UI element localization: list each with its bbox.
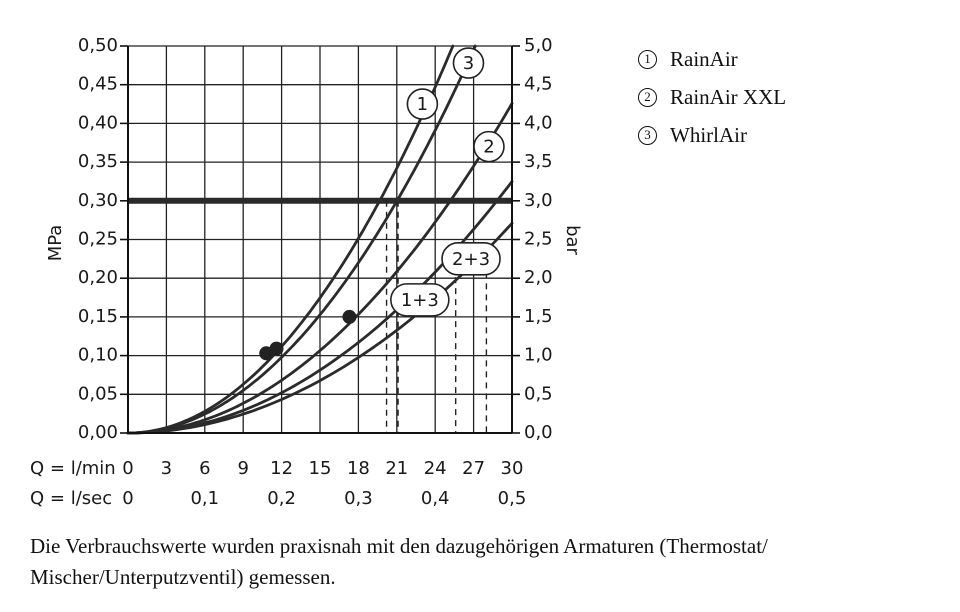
legend: 1 RainAir 2 RainAir XXL 3 WhirlAir [638,40,786,154]
curve-tag-label: 1+3 [401,290,439,311]
curve-tag-label: 1 [417,94,428,115]
y-right-tick-label: 3,0 [524,190,553,211]
data-point-marker [342,309,357,324]
y-right-tick-label: 5,0 [524,35,553,56]
series-line-2+3 [126,221,514,435]
x-lsec-tick-label: 0 [122,488,133,509]
x-lmin-tick-label: 0 [122,458,133,479]
curve-tag-badge [452,47,485,79]
y-axis-left-label: MPa [45,225,66,262]
footnote: Die Verbrauchswerte wurden praxisnah mit… [30,534,768,589]
x-lsec-tick-label: 0,4 [421,488,450,509]
curve-tag-badge [390,283,450,317]
y-left-tick-label: 0,15 [78,306,118,327]
x-axis-lmin-label: Q = l/min [30,458,116,479]
y-right-tick-label: 4,0 [524,112,553,133]
y-left-tick-label: 0,20 [78,267,118,288]
curve-tag-badge [406,88,439,120]
x-lmin-tick-label: 21 [385,458,408,479]
y-right-tick-label: 0,5 [524,383,553,404]
x-lmin-tick-label: 30 [501,458,524,479]
legend-number-badge: 3 [638,125,657,145]
x-lmin-tick-label: 18 [347,458,370,479]
y-right-tick-label: 3,5 [524,151,553,172]
y-left-tick-label: 0,45 [78,74,118,95]
legend-item: 2 RainAir XXL [638,78,786,116]
x-lmin-tick-label: 12 [270,458,293,479]
x-lmin-tick-label: 9 [237,458,248,479]
y-right-tick-label: 2,0 [524,267,553,288]
legend-item: 1 RainAir [638,40,786,78]
legend-label: RainAir [670,46,738,71]
y-right-tick-label: 4,5 [524,74,553,95]
x-lmin-tick-label: 3 [161,458,172,479]
y-left-tick-label: 0,40 [78,112,118,133]
x-lsec-tick-label: 0,3 [344,488,373,509]
x-axis-lsec-label: Q = l/sec [30,488,112,509]
chart-grid [127,45,513,434]
series-line-3 [126,44,455,435]
y-right-tick-label: 1,0 [524,345,553,366]
data-point-marker [269,341,284,356]
chart-ticks: 0,000,050,100,150,200,250,300,350,400,45… [78,35,553,509]
x-lsec-tick-label: 0,1 [190,488,219,509]
x-lmin-tick-label: 15 [309,458,332,479]
y-left-tick-label: 0,25 [78,229,118,250]
x-lmin-tick-label: 6 [199,458,210,479]
series-line-2 [126,102,514,435]
y-left-tick-label: 0,50 [78,35,118,56]
y-right-tick-label: 1,5 [524,306,553,327]
x-lsec-tick-label: 0,5 [498,488,527,509]
y-left-tick-label: 0,30 [78,190,118,211]
curve-tag-label: 2 [483,137,494,158]
y-left-tick-label: 0,05 [78,383,118,404]
legend-label: WhirlAir [670,122,747,147]
y-left-tick-label: 0,00 [78,422,118,443]
x-lmin-tick-label: 27 [462,458,485,479]
y-axis-right-label: bar [562,225,583,255]
y-right-tick-label: 2,5 [524,229,553,250]
x-lmin-tick-label: 24 [424,458,447,479]
legend-number-badge: 2 [638,87,657,107]
y-left-tick-label: 0,35 [78,151,118,172]
curve-tag-badge [441,242,501,276]
chart-curves [126,44,514,435]
chart-curve-tags: 1 3 2 1+3 2+3 [390,47,505,317]
legend-item: 3 WhirlAir [638,116,786,154]
series-line-1 [126,44,477,435]
legend-number-badge: 1 [638,49,657,69]
curve-tag-label: 3 [463,53,474,74]
curve-tag-badge [473,130,505,163]
y-left-tick-label: 0,10 [78,345,118,366]
legend-label: RainAir XXL [670,84,787,109]
x-lsec-tick-label: 0,2 [267,488,296,509]
curve-tag-label: 2+3 [452,249,490,270]
y-right-tick-label: 0,0 [524,422,553,443]
